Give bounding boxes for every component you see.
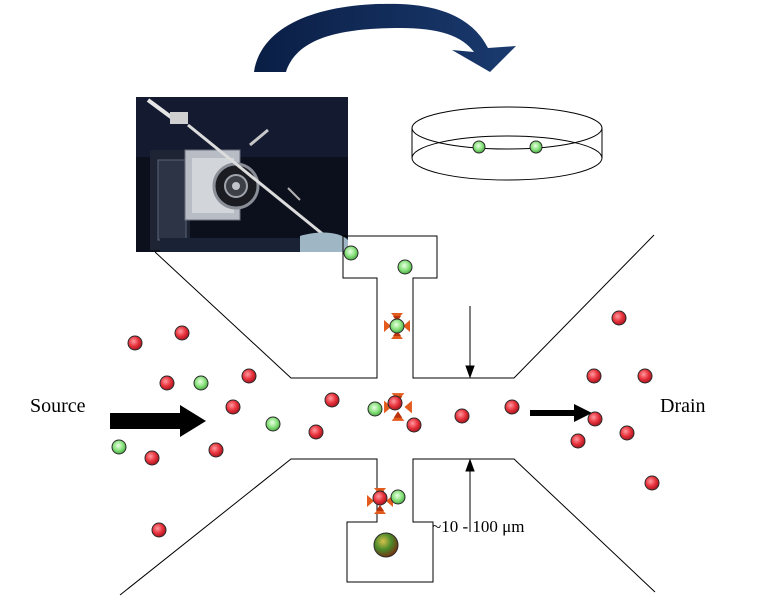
- red-cell: [504, 399, 520, 415]
- red-cell: [454, 408, 470, 424]
- green-cell: [529, 140, 543, 154]
- red-cell: [637, 368, 653, 384]
- red-cell: [587, 411, 603, 427]
- red-cell: [225, 399, 241, 415]
- red-cell: [586, 368, 602, 384]
- red-cell: [159, 375, 175, 391]
- red-cell: [127, 335, 143, 351]
- green-cell: [390, 489, 406, 505]
- red-cell: [406, 417, 422, 433]
- red-cell: [570, 433, 586, 449]
- red-cell: [208, 442, 224, 458]
- red-cell: [144, 450, 160, 466]
- micromanipulator-photo: [136, 97, 348, 252]
- dimension-arrows: [465, 306, 475, 532]
- petri-dish-icon: [411, 106, 603, 181]
- red-cell: [308, 424, 324, 440]
- green-cell: [193, 375, 209, 391]
- green-cell: [389, 318, 405, 334]
- microfluidic-channel-outline: [119, 234, 656, 596]
- red-cell: [644, 475, 660, 491]
- dimension-label: ~10 - 100 μm: [432, 517, 524, 536]
- green-cell: [397, 259, 413, 275]
- red-cell: [372, 490, 388, 506]
- green-cell: [265, 416, 281, 432]
- green-cell: [111, 439, 127, 455]
- red-cell: [611, 310, 627, 326]
- red-cell: [619, 425, 635, 441]
- cells: [111, 140, 660, 558]
- curved-transfer-arrow-icon: [254, 3, 516, 72]
- red-cell: [241, 368, 257, 384]
- drain-flow-arrow-icon: [530, 404, 592, 422]
- source-label: Source: [30, 395, 86, 417]
- red-cell: [151, 522, 167, 538]
- green-cell: [367, 401, 383, 417]
- collected-cell-cluster: [373, 532, 399, 558]
- red-cell: [387, 395, 403, 411]
- drain-label: Drain: [660, 395, 706, 417]
- red-cell: [174, 325, 190, 341]
- source-flow-arrow-icon: [110, 405, 206, 437]
- green-cell: [343, 245, 359, 261]
- red-cell: [324, 392, 340, 408]
- green-cell: [472, 140, 486, 154]
